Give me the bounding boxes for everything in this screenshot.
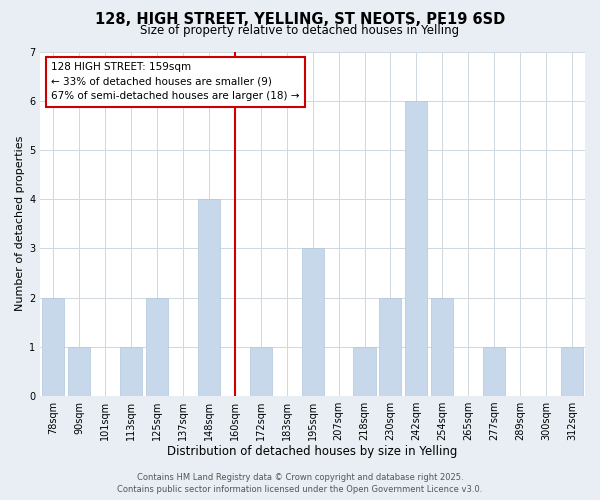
Bar	[68, 347, 90, 396]
Bar	[561, 347, 583, 396]
Bar	[483, 347, 505, 396]
Bar	[198, 199, 220, 396]
Bar	[42, 298, 64, 396]
Text: 128, HIGH STREET, YELLING, ST NEOTS, PE19 6SD: 128, HIGH STREET, YELLING, ST NEOTS, PE1…	[95, 12, 505, 28]
Bar	[431, 298, 454, 396]
Text: 128 HIGH STREET: 159sqm
← 33% of detached houses are smaller (9)
67% of semi-det: 128 HIGH STREET: 159sqm ← 33% of detache…	[51, 62, 299, 102]
Bar	[406, 100, 427, 396]
X-axis label: Distribution of detached houses by size in Yelling: Distribution of detached houses by size …	[167, 444, 458, 458]
Bar	[120, 347, 142, 396]
Text: Size of property relative to detached houses in Yelling: Size of property relative to detached ho…	[140, 24, 460, 37]
Bar	[302, 248, 323, 396]
Bar	[250, 347, 272, 396]
Bar	[353, 347, 376, 396]
Bar	[379, 298, 401, 396]
Text: Contains HM Land Registry data © Crown copyright and database right 2025.
Contai: Contains HM Land Registry data © Crown c…	[118, 472, 482, 494]
Y-axis label: Number of detached properties: Number of detached properties	[15, 136, 25, 312]
Bar	[146, 298, 168, 396]
